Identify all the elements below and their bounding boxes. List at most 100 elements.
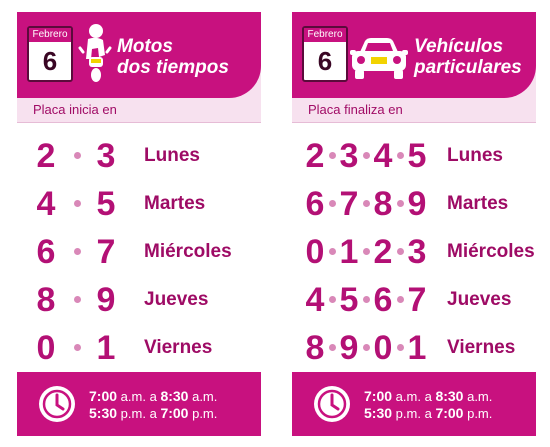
plate-rule-label: Placa inicia en (33, 102, 117, 117)
start-time: 7:00 (364, 388, 393, 404)
motorcycle-icon (78, 24, 112, 82)
start-time: 7:00 (89, 388, 118, 404)
plate-rule-label: Placa finaliza en (308, 102, 403, 117)
plate-digit: 4 (373, 137, 393, 175)
start-unit: a.m. (120, 389, 146, 404)
digit-separator (329, 152, 336, 159)
digit-separator (363, 248, 370, 255)
clock-icon (39, 386, 75, 422)
plate-digit: 9 (339, 329, 359, 367)
calendar-day: 6 (42, 46, 58, 76)
digit-separator (397, 200, 404, 207)
plate-digit: 3 (339, 137, 359, 175)
title-line-1: Vehículos (414, 36, 504, 57)
plate-digit: 6 (305, 185, 325, 223)
end-time: 7:00 (435, 405, 464, 421)
plate-digit: 2 (305, 137, 325, 175)
digit-separator (329, 296, 336, 303)
restriction-row-lunes: 2 3 Lunes (17, 133, 261, 181)
end-unit: p.m. (192, 406, 218, 421)
restriction-list: 2 3 Lunes 4 5 Martes 6 7 Miércoles 8 9 J… (17, 122, 261, 373)
weekday-label: Jueves (144, 289, 209, 310)
plate-digit: 4 (36, 185, 56, 223)
title-line-2: dos tiempos (117, 57, 229, 78)
range-separator: a (149, 406, 157, 421)
plate-digit: 3 (407, 233, 427, 271)
end-unit: a.m. (192, 389, 218, 404)
end-unit: a.m. (467, 389, 493, 404)
plate-digit: 7 (407, 281, 427, 319)
motos-card: Febrero 6 Motos dos tiempos Placa inicia… (17, 12, 261, 436)
clock-icon (314, 386, 350, 422)
calendar-icon: Febrero 6 (27, 26, 73, 82)
weekday-label: Jueves (447, 289, 512, 310)
plate-digit: 3 (96, 137, 116, 175)
plate-digit: 0 (36, 329, 56, 367)
digit-separator (397, 296, 404, 303)
plate-digit: 1 (339, 233, 359, 271)
title-line-1: Motos (117, 36, 173, 57)
plate-digit: 0 (373, 329, 393, 367)
start-unit: a.m. (395, 389, 421, 404)
digit-separator (397, 344, 404, 351)
weekday-label: Martes (447, 193, 509, 214)
calendar-month: Febrero (29, 28, 71, 42)
weekday-label: Miércoles (144, 241, 232, 262)
end-time: 8:30 (160, 388, 189, 404)
digit-separator (329, 344, 336, 351)
schedule-footer: 7:00 a.m. a 8:30 a.m. 5:30 p.m. a 7:00 p… (292, 372, 536, 436)
car-icon (350, 38, 408, 79)
digit-separator (397, 152, 404, 159)
plate-digit: 4 (305, 281, 325, 319)
digit-separator (329, 200, 336, 207)
plate-digit: 2 (36, 137, 56, 175)
digit-separator (363, 344, 370, 351)
restriction-row-martes: 4 5 Martes (17, 181, 261, 229)
digit-separator (363, 200, 370, 207)
schedule-evening: 5:30 p.m. a 7:00 p.m. (89, 405, 217, 422)
calendar-day: 6 (317, 46, 333, 76)
digit-separator (363, 296, 370, 303)
end-time: 8:30 (435, 388, 464, 404)
plate-digit: 5 (96, 185, 116, 223)
weekday-label: Miércoles (447, 241, 535, 262)
start-unit: p.m. (395, 406, 421, 421)
plate-digit: 1 (407, 329, 427, 367)
vehiculos-card: Febrero 6 Vehículos particulares Placa f… (292, 12, 536, 436)
weekday-label: Viernes (447, 337, 516, 358)
plate-digit: 2 (373, 233, 393, 271)
plate-digit: 0 (305, 233, 325, 271)
restriction-row-miercoles: 0 1 2 3 Miércoles (292, 229, 536, 277)
start-unit: p.m. (120, 406, 146, 421)
restriction-row-miercoles: 6 7 Miércoles (17, 229, 261, 277)
digit-separator (329, 248, 336, 255)
end-unit: p.m. (467, 406, 493, 421)
calendar-icon: Febrero 6 (302, 26, 348, 82)
weekday-label: Lunes (144, 145, 200, 166)
plate-digit: 5 (407, 137, 427, 175)
restriction-list: 2 3 4 5 Lunes 6 7 8 9 Martes 0 1 2 3 (292, 122, 536, 373)
digit-separator (74, 152, 81, 159)
digit-separator (74, 296, 81, 303)
plate-digit: 9 (407, 185, 427, 223)
range-separator: a (149, 389, 157, 404)
weekday-label: Lunes (447, 145, 503, 166)
weekday-label: Martes (144, 193, 206, 214)
schedule-morning: 7:00 a.m. a 8:30 a.m. (89, 388, 217, 405)
plate-digit: 8 (373, 185, 393, 223)
plate-digit: 8 (36, 281, 56, 319)
schedule-evening: 5:30 p.m. a 7:00 p.m. (364, 405, 492, 422)
schedule-morning: 7:00 a.m. a 8:30 a.m. (364, 388, 492, 405)
end-time: 7:00 (160, 405, 189, 421)
restriction-row-jueves: 4 5 6 7 Jueves (292, 277, 536, 325)
range-separator: a (424, 389, 432, 404)
digit-separator (74, 344, 81, 351)
digit-separator (397, 248, 404, 255)
weekday-label: Viernes (144, 337, 213, 358)
restriction-row-viernes: 8 9 0 1 Viernes (292, 325, 536, 373)
restriction-row-martes: 6 7 8 9 Martes (292, 181, 536, 229)
card-header: Febrero 6 Vehículos particulares (292, 12, 536, 98)
digit-separator (74, 200, 81, 207)
title-line-2: particulares (414, 57, 522, 78)
card-header: Febrero 6 Motos dos tiempos (17, 12, 261, 98)
